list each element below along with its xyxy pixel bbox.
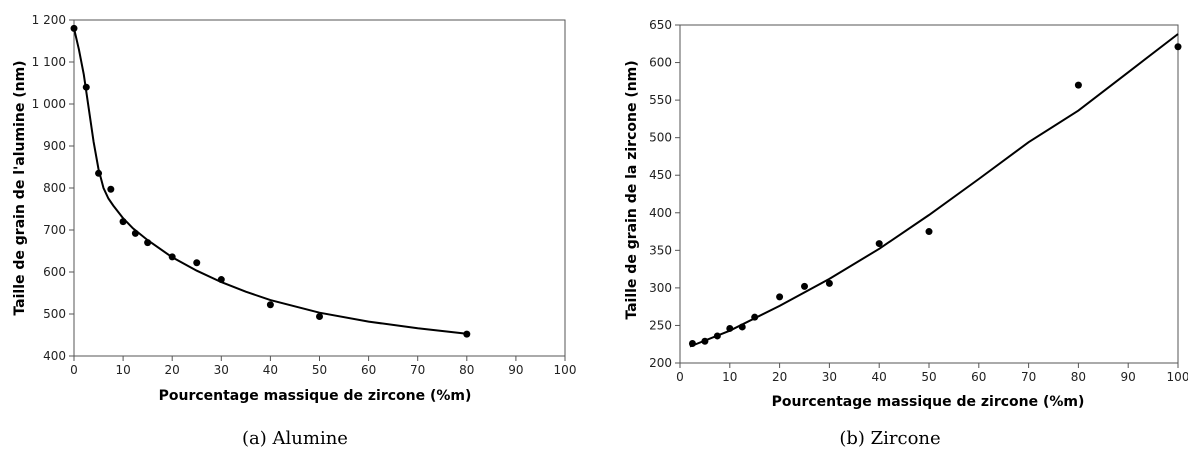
data-point-zircone: [751, 313, 759, 321]
panel-zircone: 0 10 20 30 40 50 60 70 80 90 100 200 250 300 350 400 450…: [624, 18, 1188, 449]
y-tick-label-zircone: 250: [649, 318, 672, 332]
x-tick-label-alumine: 0: [70, 363, 78, 377]
data-point-zircone: [1074, 81, 1082, 89]
data-point-alumine: [70, 24, 78, 32]
x-tick-label-alumine: 50: [312, 363, 327, 377]
plot-area-zircone: 0 10 20 30 40 50 60 70 80 90 100 200 250 300 350 400 450…: [649, 18, 1188, 384]
x-tick-label-alumine: 70: [410, 363, 425, 377]
x-axis-label-alumine: Pourcentage massique de zircone (%m): [159, 388, 472, 404]
y-tick-label-alumine: 700: [43, 223, 66, 237]
y-tick-label-zircone: 350: [649, 243, 672, 257]
x-tick-label-zircone: 90: [1121, 370, 1136, 384]
y-tick-label-zircone: 600: [649, 56, 672, 70]
data-point-alumine: [131, 229, 139, 237]
x-tick-label-zircone: 40: [872, 370, 887, 384]
x-tick-label-alumine: 90: [508, 363, 523, 377]
x-tick-label-alumine: 10: [115, 363, 130, 377]
y-tick-label-alumine: 900: [43, 139, 66, 153]
x-tick-label-alumine: 60: [361, 363, 376, 377]
x-axis-label-zircone: Pourcentage massique de zircone (%m): [772, 394, 1085, 410]
x-tick-label-zircone: 60: [971, 370, 986, 384]
x-tick-label-zircone: 20: [772, 370, 787, 384]
data-point-alumine: [95, 169, 103, 177]
y-tick-label-zircone: 550: [649, 93, 672, 107]
x-tick-label-alumine: 80: [459, 363, 474, 377]
x-tick-label-alumine: 30: [214, 363, 229, 377]
plot-frame-zircone: [679, 24, 1179, 364]
data-point-alumine: [107, 185, 115, 193]
data-point-alumine: [193, 259, 201, 267]
x-tick-label-alumine: 100: [554, 363, 577, 377]
data-point-zircone: [738, 323, 746, 331]
x-tick-label-zircone: 50: [921, 370, 936, 384]
data-point-alumine: [463, 330, 471, 338]
y-tick-label-alumine: 600: [43, 265, 66, 279]
y-tick-label-alumine: 1 000: [32, 97, 66, 111]
data-point-zircone: [776, 293, 784, 301]
x-tick-label-zircone: 0: [676, 370, 684, 384]
plot-area-alumine: 0 10 20 30 40 50 60 70 80 90 100 400 500 600 700 800 900…: [32, 13, 577, 377]
caption-alumine: (a) Alumine: [242, 428, 348, 449]
data-point-zircone: [701, 337, 709, 345]
y-tick-label-zircone: 650: [649, 18, 672, 32]
data-point-alumine: [82, 83, 90, 91]
y-tick-label-zircone: 300: [649, 281, 672, 295]
x-tick-label-zircone: 30: [822, 370, 837, 384]
fit-curve-zircone: [689, 33, 1179, 348]
fit-curve-alumine: [73, 28, 467, 335]
x-tick-label-zircone: 80: [1071, 370, 1086, 384]
data-point-alumine: [168, 253, 176, 261]
x-tick-label-zircone: 10: [722, 370, 737, 384]
y-axis-label-alumine: Taille de grain de l'alumine (nm): [12, 60, 28, 315]
data-point-alumine: [144, 239, 152, 247]
y-tick-label-alumine: 1 100: [32, 55, 66, 69]
panel-alumine: 0 10 20 30 40 50 60 70 80 90 100 400 500 600 700 800 900…: [12, 13, 576, 449]
data-point-alumine: [316, 313, 323, 321]
y-tick-label-alumine: 1 200: [32, 13, 66, 27]
data-point-zircone: [713, 332, 721, 340]
y-tick-label-zircone: 500: [649, 131, 672, 145]
y-tick-label-zircone: 400: [649, 206, 672, 220]
x-tick-label-alumine: 40: [263, 363, 278, 377]
y-tick-label-alumine: 400: [43, 349, 66, 363]
data-point-zircone: [801, 282, 808, 290]
plot-frame-alumine: [73, 19, 566, 357]
data-point-zircone: [726, 324, 734, 332]
data-point-alumine: [217, 276, 225, 284]
data-point-alumine: [266, 301, 274, 309]
data-point-zircone: [925, 228, 933, 236]
caption-zircone: (b) Zircone: [839, 428, 940, 449]
x-tick-label-zircone: 100: [1167, 370, 1188, 384]
y-tick-label-alumine: 500: [43, 307, 66, 321]
x-tick-label-zircone: 70: [1021, 370, 1036, 384]
y-tick-label-zircone: 200: [649, 356, 672, 370]
x-tick-label-alumine: 20: [165, 363, 180, 377]
y-tick-label-zircone: 450: [649, 168, 672, 182]
data-point-zircone: [825, 279, 833, 287]
data-point-alumine: [119, 218, 127, 226]
data-point-zircone: [688, 339, 696, 347]
data-point-zircone: [875, 240, 883, 248]
data-point-zircone: [1174, 43, 1182, 51]
y-tick-label-alumine: 800: [43, 181, 66, 195]
y-axis-label-zircone: Taille de grain de la zircone (nm): [624, 60, 640, 319]
